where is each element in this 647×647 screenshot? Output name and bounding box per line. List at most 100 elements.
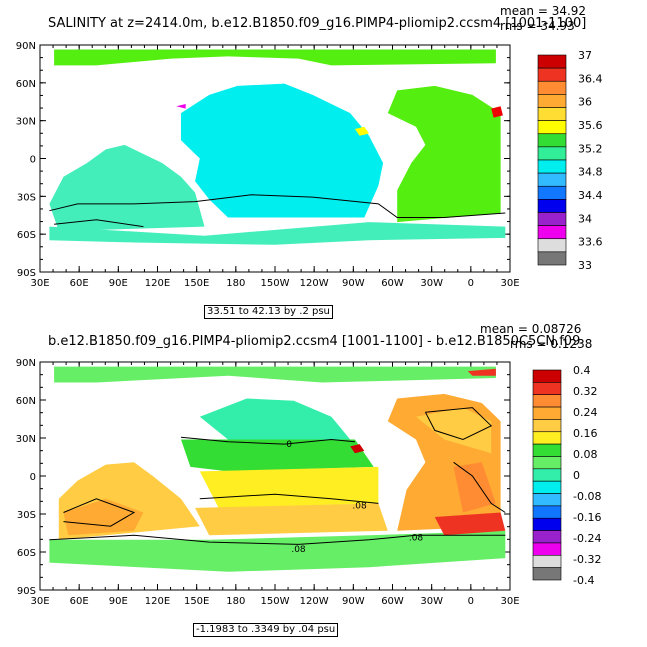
panel1-colorbar-label: 34 — [578, 212, 592, 225]
panel2-colorbar-label: 0.24 — [573, 406, 598, 419]
panel2-x-tick-label: 60E — [70, 596, 89, 607]
panel2-contour-label: 0 — [286, 440, 292, 450]
panel2-contour-line — [453, 461, 506, 513]
panel2-range-label: -1.1983 to .3349 by .04 psu — [193, 623, 339, 637]
panel1-colorbar-label: 36 — [578, 96, 592, 109]
panel2-colorbar-box — [532, 530, 562, 544]
atlantic-region — [387, 85, 501, 223]
panel1-title: SALINITY at z=2414.0m, b.e12.B1850.f09_g… — [48, 16, 587, 31]
panel2-rms: rms = 0.1238 — [510, 337, 593, 351]
panel1-colorbar-label: 36.4 — [578, 72, 603, 85]
panel1-colorbar-box — [537, 120, 567, 135]
panel2-x-tick-label: 120W — [300, 596, 329, 607]
panel1-mean: mean = 34.92 — [500, 4, 587, 18]
panel2-x-tick-label: 60W — [381, 596, 404, 607]
panel2-colorbar-label: -0.16 — [573, 511, 601, 524]
southern-ocean-region — [49, 530, 506, 572]
panel2-colorbar-label: -0.24 — [573, 532, 601, 545]
panel2-contour-label: .08 — [352, 502, 367, 512]
panel1-colorbar-box — [537, 251, 567, 266]
panel2-y-tick-label: 90N — [16, 358, 36, 369]
panel1-colorbar-box — [537, 199, 567, 213]
panel1-x-tick-label: 120W — [300, 278, 329, 289]
panel2-mean: mean = 0.08726 — [480, 322, 582, 336]
panel2-colorbar-box — [532, 382, 562, 396]
panel1-colorbar-box — [537, 238, 567, 253]
panel1-contour-line — [54, 219, 144, 228]
panel2-x-tick-label: 150E — [184, 596, 209, 607]
panel1-y-tick-label: 90S — [17, 268, 36, 279]
panel1-colorbar-box — [537, 212, 567, 226]
panel1-x-tick-label: 60E — [70, 278, 89, 289]
panel1-colorbar-label: 33.6 — [578, 236, 603, 249]
panel1-y-tick-label: 60N — [16, 79, 36, 90]
panel1-colorbar-box — [537, 159, 567, 174]
panel2-colorbar-box — [532, 505, 562, 519]
panel1-x-tick-label: 150E — [184, 278, 209, 289]
panel2-colorbar-box — [532, 431, 562, 445]
panel2-contour-line — [199, 493, 379, 504]
panel1-x-tick-label: 90W — [342, 278, 365, 289]
panel2-contour-label: .08 — [291, 545, 306, 555]
panel1-rms: rms = 34.93 — [500, 19, 575, 33]
panel2-colorbar-box — [532, 517, 562, 531]
panel2-x-tick-label: 30W — [420, 596, 443, 607]
atlantic-yellow-patch — [416, 407, 492, 454]
panel1-x-tick-label: 90E — [109, 278, 128, 289]
panel2-title: b.e12.B1850.f09_g16.PIMP4-pliomip2.ccsm4… — [48, 334, 581, 349]
panel2-colorbar-box — [532, 419, 562, 433]
panel1-x-tick-label: 0 — [468, 278, 474, 289]
panel2-x-tick-label: 0 — [468, 596, 474, 607]
panel2-y-tick-label: 90S — [17, 586, 36, 597]
gulf-red-patch — [350, 444, 365, 454]
panel2-colorbar-box — [532, 493, 562, 507]
panel1-colorbar-label: 34.4 — [578, 189, 603, 202]
pacific-region — [181, 83, 384, 218]
panel1-y-tick-label: 60S — [17, 230, 36, 241]
panel1-x-tick-label: 60W — [381, 278, 404, 289]
panel2-y-tick-label: 60N — [16, 396, 36, 407]
panel1-colorbar-box — [537, 107, 567, 121]
pacific-southern-band — [195, 503, 388, 536]
pacific-south-band — [199, 466, 379, 508]
panel1-x-tick-label: 120E — [145, 278, 170, 289]
panel2-y-tick-label: 0 — [30, 472, 36, 483]
panel2-colorbar-label: 0.4 — [573, 364, 591, 377]
panel1-y-tick-label: 90N — [16, 41, 36, 52]
panel2-colorbar-box — [532, 542, 562, 556]
arctic-red-patch — [467, 368, 496, 376]
panel1-x-tick-label: 30W — [420, 278, 443, 289]
sea-patch — [176, 104, 186, 109]
indian-region — [49, 144, 205, 232]
panel2-contour-label: .08 — [409, 534, 424, 544]
panel1-colorbar-box — [537, 172, 567, 187]
panel2-x-tick-label: 90W — [342, 596, 365, 607]
pacific-mid-band — [181, 439, 374, 472]
panel2-colorbar-box — [532, 480, 562, 494]
panel2-x-tick-label: 120E — [145, 596, 170, 607]
panel2-y-tick-label: 30N — [16, 434, 36, 445]
panel2-colorbar-box — [532, 369, 562, 383]
panel1-y-tick-label: 30S — [17, 192, 36, 203]
panel2-colorbar-box — [532, 443, 562, 457]
panel1-colorbar-label: 35.2 — [578, 142, 603, 155]
panel1-y-tick-label: 0 — [30, 155, 36, 166]
panel1-colorbar-box — [537, 146, 567, 161]
panel2-y-tick-label: 60S — [17, 548, 36, 559]
red-sea-patch — [491, 106, 503, 118]
panel2-colorbar-label: 0.32 — [573, 385, 598, 398]
panel1-x-tick-label: 30E — [500, 278, 519, 289]
panel1-colorbar-box — [537, 67, 567, 82]
panel2-colorbar-label: 0.16 — [573, 427, 598, 440]
panel1-colorbar-box — [537, 225, 567, 240]
panel1-x-tick-label: 150W — [261, 278, 290, 289]
arctic-region — [54, 366, 496, 383]
panel2-colorbar-box — [532, 468, 562, 482]
atlantic-south-red-patch — [434, 512, 506, 536]
panel1-colorbar-label: 37 — [578, 49, 592, 62]
panel2-contour-line — [424, 407, 493, 441]
panel2-colorbar-box — [532, 406, 562, 420]
panel2-colorbar-label: -0.08 — [573, 490, 601, 503]
panel2-colorbar-label: -0.32 — [573, 553, 601, 566]
